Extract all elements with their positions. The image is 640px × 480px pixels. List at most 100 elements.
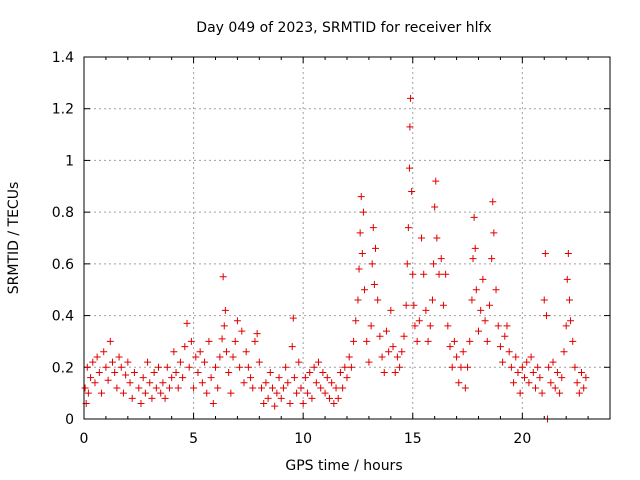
data-point [350, 337, 358, 345]
data-point [321, 389, 329, 397]
data-point [400, 332, 408, 340]
data-point [111, 368, 119, 376]
data-point [172, 368, 180, 376]
data-point [538, 389, 546, 397]
data-point [273, 389, 281, 397]
data-point [339, 384, 347, 392]
data-point [363, 337, 371, 345]
y-tick-label: 0.2 [52, 360, 74, 376]
data-point [402, 301, 410, 309]
data-point [201, 358, 209, 366]
data-point [347, 363, 355, 371]
data-point [483, 337, 491, 345]
y-axis-label: SRMTID / TECUs [6, 182, 22, 295]
data-point [540, 296, 548, 304]
data-point [295, 358, 303, 366]
data-point [393, 353, 401, 361]
data-point [334, 394, 342, 402]
data-point [356, 229, 364, 237]
data-point [163, 363, 171, 371]
data-point [83, 363, 91, 371]
x-tick-label: 0 [80, 431, 89, 447]
data-point [564, 250, 572, 258]
data-point [396, 363, 404, 371]
data-point [170, 348, 178, 356]
data-point [481, 317, 489, 325]
data-point [238, 327, 246, 335]
data-point [119, 389, 127, 397]
data-point [354, 296, 362, 304]
data-point [371, 244, 379, 252]
data-point [126, 379, 134, 387]
data-point [431, 203, 439, 211]
data-point [444, 322, 452, 330]
data-point [146, 379, 154, 387]
data-point [428, 296, 436, 304]
data-point [155, 363, 163, 371]
data-point [358, 250, 366, 258]
data-point [332, 384, 340, 392]
data-point [218, 335, 226, 343]
data-point [398, 348, 406, 356]
data-point [542, 312, 550, 320]
y-tick-label: 1 [65, 153, 74, 169]
data-point [165, 384, 173, 392]
data-point [317, 384, 325, 392]
data-point [367, 322, 375, 330]
data-point [122, 371, 130, 379]
data-point [194, 368, 202, 376]
data-point [365, 358, 373, 366]
data-point [514, 368, 522, 376]
data-point [387, 306, 395, 314]
data-point [571, 363, 579, 371]
data-point [106, 337, 114, 345]
data-point [433, 234, 441, 242]
data-point [471, 244, 479, 252]
data-point [264, 394, 272, 402]
data-point [102, 363, 110, 371]
data-point [415, 317, 423, 325]
data-point [249, 384, 257, 392]
data-point [499, 358, 507, 366]
data-point [479, 275, 487, 283]
data-point [516, 389, 524, 397]
data-point [453, 353, 461, 361]
data-point [255, 358, 263, 366]
data-point [174, 384, 182, 392]
data-point [459, 348, 467, 356]
data-point [408, 187, 416, 195]
data-point [260, 399, 268, 407]
data-point [512, 353, 520, 361]
data-point [442, 270, 450, 278]
data-point [207, 374, 215, 382]
data-point [310, 363, 318, 371]
data-point [198, 379, 206, 387]
data-point [98, 389, 106, 397]
data-point [150, 368, 158, 376]
data-point [236, 363, 244, 371]
data-point [578, 368, 586, 376]
data-point [100, 348, 108, 356]
data-point [448, 363, 456, 371]
data-point [562, 322, 570, 330]
data-point [328, 379, 336, 387]
data-point [556, 389, 564, 397]
data-point [475, 327, 482, 335]
data-point [469, 255, 477, 263]
data-point [461, 384, 469, 392]
data-point [144, 358, 152, 366]
data-point [437, 255, 445, 263]
data-point [159, 379, 167, 387]
data-point [286, 399, 294, 407]
data-point [389, 343, 397, 351]
data-point [378, 353, 386, 361]
data-point [304, 389, 312, 397]
data-point [531, 384, 539, 392]
data-point [306, 368, 314, 376]
data-point [279, 384, 287, 392]
data-point [308, 394, 316, 402]
data-point [192, 353, 200, 361]
data-point [470, 213, 478, 221]
data-point [219, 273, 227, 281]
data-point [187, 337, 195, 345]
